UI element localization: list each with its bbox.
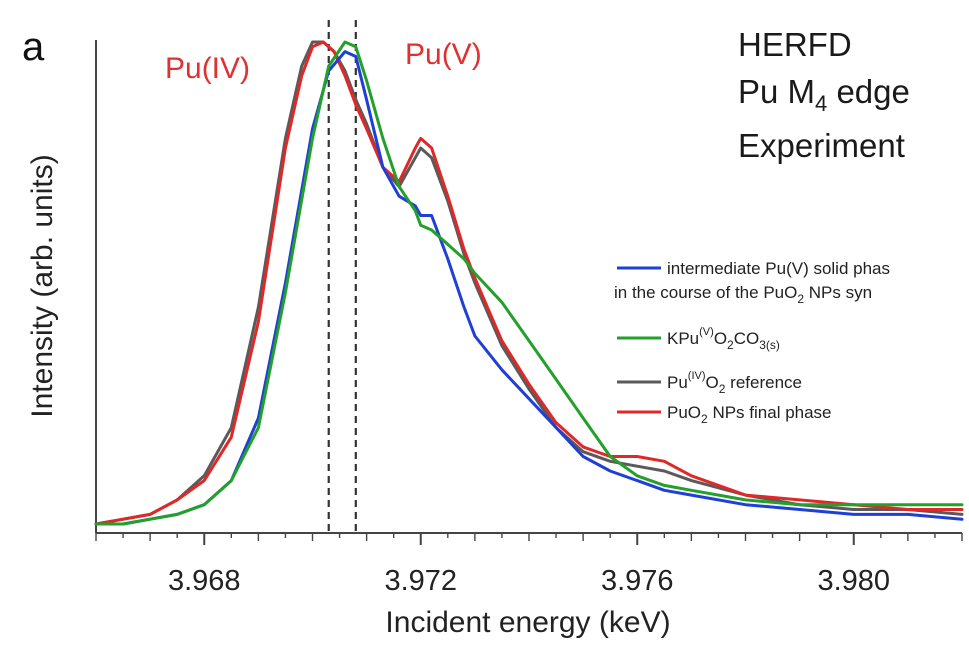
x-axis-label: Incident energy (keV)	[385, 606, 670, 639]
series-line-gray	[94, 40, 964, 526]
legend-blue-l2-a: in the course of the PuO	[614, 283, 797, 302]
legend: intermediate Pu(V) solid phas in the cou…	[614, 259, 890, 426]
x-tick-label: 3.972	[384, 565, 457, 597]
annotation-pu-iv: Pu(IV)	[165, 52, 250, 85]
x-ticks: 3.968 3.972 3.976 3.980	[95, 533, 963, 597]
series-line-blue	[94, 50, 964, 526]
legend-label-red: PuO2 NPs final phase	[667, 403, 832, 426]
title-edge-suffix: edge	[827, 73, 910, 110]
x-tick-label: 3.968	[168, 565, 241, 597]
legend-label-gray: Pu(IV)O2 reference	[667, 370, 802, 396]
title-line-1: HERFD	[738, 26, 852, 63]
title-line-3: Experiment	[738, 127, 905, 164]
title-pu-m: Pu M	[738, 73, 815, 110]
x-tick-label: 3.980	[817, 565, 890, 597]
legend-blue-l2-sub: 2	[797, 292, 804, 306]
title-edge-sub: 4	[815, 91, 827, 116]
panel-label: a	[22, 25, 45, 69]
legend-label-blue-line1: intermediate Pu(V) solid phas	[667, 259, 890, 278]
title-line-2: Pu M4 edge	[738, 73, 910, 116]
annotation-pu-v: Pu(V)	[405, 38, 482, 71]
x-tick-label: 3.976	[601, 565, 674, 597]
series-line-green	[94, 40, 964, 526]
legend-blue-l2-b: NPs syn	[804, 283, 872, 302]
legend-label-blue-line2: in the course of the PuO2 NPs syn	[614, 283, 872, 306]
series-layer	[94, 40, 964, 526]
y-axis-label: Intensity (arb. units)	[26, 154, 59, 417]
series-line-red	[94, 40, 964, 526]
legend-label-green: KPu(V)O2CO3(s)	[667, 326, 780, 352]
